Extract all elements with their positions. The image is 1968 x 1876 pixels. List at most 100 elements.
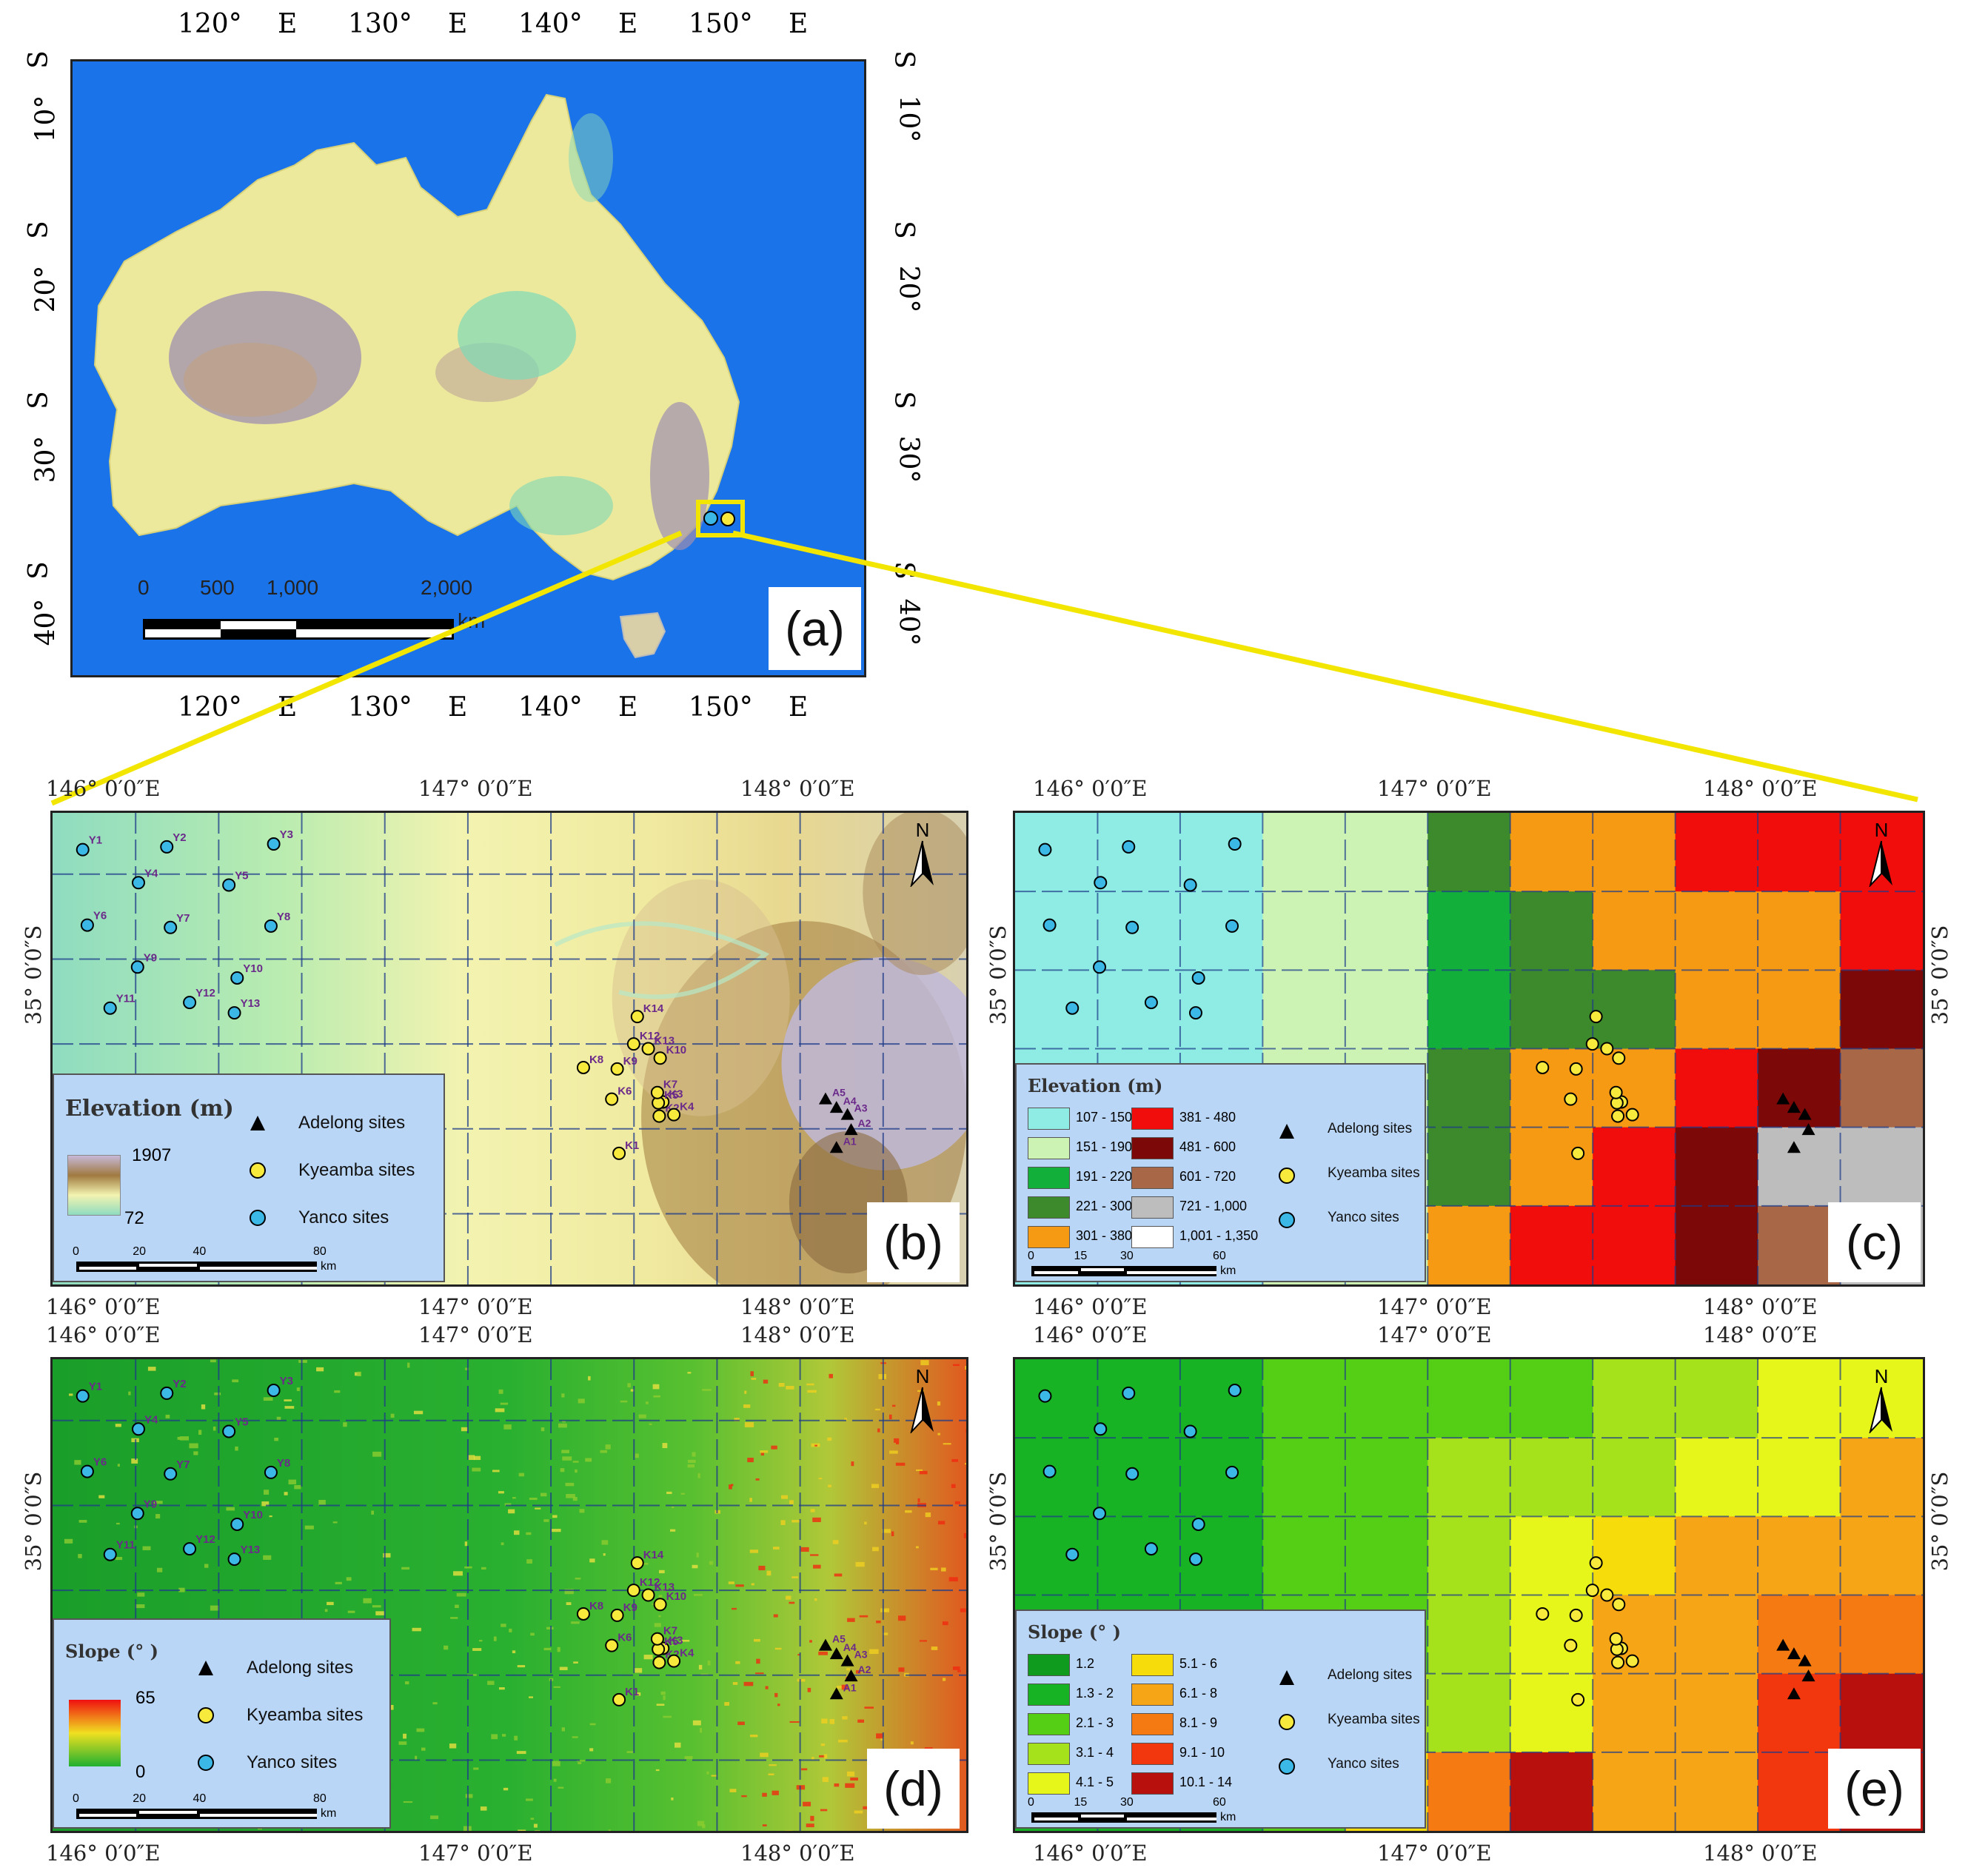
- scalebar-c-unit: km: [1220, 1264, 1236, 1277]
- kyeamba-site-K12: [1585, 1584, 1599, 1598]
- legend-symbol-kyeamba: [1279, 1168, 1295, 1184]
- adelong-site-A5: [1776, 1638, 1790, 1651]
- ramp-min-b: 72: [124, 1208, 144, 1228]
- panel-a-label: (a): [769, 587, 861, 670]
- yanco-site-Y8: Y8: [264, 911, 290, 933]
- svg-text:K1: K1: [625, 1686, 639, 1698]
- c-class-swatch-3: [1028, 1196, 1070, 1219]
- yanco-site-Y10: Y10: [230, 1509, 263, 1531]
- lon-hemi-bottom-1: E: [448, 692, 468, 723]
- lon-hemi-top-0: E: [278, 9, 298, 39]
- kyeamba-site-K10: [1612, 1051, 1626, 1065]
- e-class-label-3: 3.1 - 4: [1076, 1745, 1114, 1760]
- c-lon-148: 148° 0′0″E: [1703, 776, 1818, 801]
- kyeamba-site-K10: K10: [653, 1590, 686, 1612]
- svg-text:Y9: Y9: [144, 1498, 157, 1510]
- kyeamba-site-K4: [1625, 1654, 1639, 1668]
- legend-label-adelong: Adelong sites: [247, 1658, 354, 1678]
- e-class-label-0: 1.2: [1076, 1656, 1095, 1671]
- kyeamba-site-K12: K12: [626, 1576, 660, 1598]
- svg-text:Y3: Y3: [280, 828, 293, 841]
- scalebar-e-unit: km: [1220, 1811, 1236, 1823]
- ramp-max-d: 65: [135, 1688, 155, 1708]
- svg-text:Y8: Y8: [277, 911, 290, 923]
- elevation-ramp: [67, 1155, 121, 1216]
- legend-c: Elevation (m) 107 - 150 151 - 190 191 - 220…: [1015, 1063, 1426, 1282]
- scalebar-b-unit: km: [321, 1260, 337, 1273]
- c-class-label-1: 151 - 190: [1076, 1139, 1133, 1154]
- kyeamba-site-K9: [1569, 1062, 1583, 1076]
- yanco-site-Y13: Y13: [227, 1544, 260, 1567]
- svg-text:K3: K3: [669, 1088, 683, 1100]
- e-cell: [1428, 1359, 1511, 1439]
- yanco-site-Y2: Y2: [160, 831, 187, 854]
- legend-b-title: Elevation (m): [65, 1096, 234, 1122]
- svg-text:A1: A1: [843, 1681, 857, 1693]
- svg-text:Y5: Y5: [235, 869, 248, 882]
- australia-mainland: [93, 93, 740, 581]
- adelong-site-A5: [1776, 1092, 1790, 1105]
- slope-ramp: [69, 1700, 121, 1766]
- e-cell: [1428, 1673, 1511, 1753]
- svg-text:K5: K5: [664, 1635, 678, 1648]
- legend-label-adelong: Adelong sites: [298, 1113, 406, 1133]
- e-lon-bottom-146: 146° 0′0″E: [1033, 1840, 1148, 1866]
- lon-hemi-top-2: E: [618, 9, 638, 39]
- c-cell: [1840, 891, 1923, 971]
- e-class-swatch-9: [1131, 1772, 1174, 1795]
- scalebar-e-label-0: 0: [1028, 1796, 1034, 1809]
- c-cell: [1097, 813, 1181, 893]
- scalebar-d-unit: km: [321, 1807, 337, 1820]
- e-lat-35-left: 35° 0′0″S: [985, 1471, 1011, 1572]
- c-cell: [1675, 1127, 1759, 1207]
- d-lon-bottom-147: 147° 0′0″E: [418, 1840, 533, 1866]
- e-class-swatch-6: [1131, 1684, 1174, 1706]
- c-cell: [1015, 813, 1099, 893]
- e-cell: [1428, 1595, 1511, 1675]
- scalebar-a: [143, 613, 454, 643]
- svg-text:N: N: [916, 1367, 930, 1387]
- lon-tick-bottom-0: 120°: [178, 692, 242, 723]
- scalebar-e-label-3: 60: [1213, 1796, 1226, 1809]
- e-class-label-7: 8.1 - 9: [1179, 1715, 1218, 1730]
- panel-c-elevation-grid: N Elevation (m) 107 - 150 151 - 190 191 - 22…: [1013, 811, 1925, 1287]
- legend-symbol-yanco: [1279, 1758, 1295, 1775]
- svg-text:K14: K14: [643, 1549, 664, 1561]
- e-cell: [1675, 1438, 1759, 1518]
- c-class-swatch-7: [1131, 1167, 1174, 1189]
- e-class-swatch-8: [1131, 1743, 1174, 1765]
- scalebar-d: [76, 1809, 317, 1819]
- yanco-site-Y12: Y12: [183, 987, 215, 1010]
- e-cell: [1593, 1359, 1676, 1439]
- e-cell: [1758, 1359, 1841, 1439]
- kyeamba-site-K8: K8: [576, 1053, 603, 1074]
- north-arrow-e: N: [1869, 1367, 1892, 1433]
- svg-text:Y12: Y12: [195, 987, 215, 999]
- yanco-site-Y9: Y9: [130, 1498, 157, 1521]
- b-lon-bottom-148: 148° 0′0″E: [740, 1294, 855, 1319]
- c-lon-bottom-148: 148° 0′0″E: [1703, 1294, 1818, 1319]
- c-cell: [1593, 891, 1676, 971]
- yanco-site-Y6: Y6: [80, 1456, 107, 1478]
- e-cell: [1593, 1438, 1676, 1518]
- c-cell: [1758, 1205, 1841, 1284]
- yanco-site-Y6: Y6: [80, 910, 107, 932]
- kyeamba-site-K7: [1609, 1632, 1623, 1646]
- e-class-swatch-1: [1028, 1684, 1070, 1706]
- ramp-min-d: 0: [135, 1762, 146, 1782]
- svg-text:K6: K6: [617, 1085, 632, 1098]
- panel-c-label: (c): [1828, 1202, 1921, 1282]
- svg-text:N: N: [1875, 1367, 1889, 1387]
- yanco-site-Y1: Y1: [76, 1381, 102, 1403]
- c-class-swatch-2: [1028, 1167, 1070, 1189]
- australia-map: [93, 93, 745, 659]
- lon-tick-top-3: 150°: [689, 9, 753, 39]
- kyeamba-site-K2: [1611, 1655, 1625, 1669]
- e-class-swatch-2: [1028, 1713, 1070, 1735]
- scalebar-c: [1031, 1266, 1216, 1276]
- scalebar-d-label-3: 80: [313, 1792, 327, 1805]
- scale-a-500: 500: [200, 576, 235, 599]
- b-lon-146: 146° 0′0″E: [46, 776, 161, 801]
- c-class-swatch-1: [1028, 1137, 1070, 1159]
- scalebar-c-label-2: 30: [1120, 1250, 1134, 1262]
